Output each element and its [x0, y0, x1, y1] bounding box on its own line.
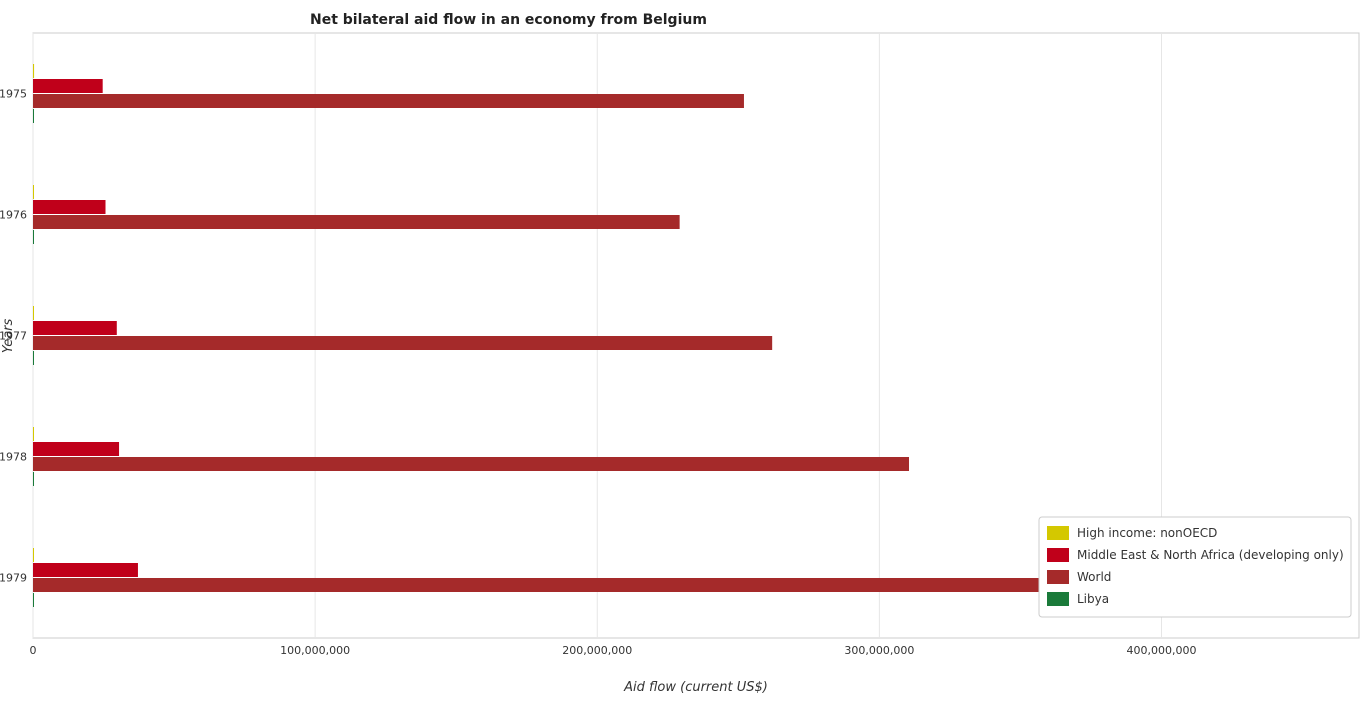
bar-middle-east-north-africa-developing-only-1975: [33, 79, 103, 93]
bar-high-income-nonoecd-1977: [33, 306, 34, 320]
x-tick-label: 100,000,000: [280, 644, 350, 657]
y-tick-label: 1977: [0, 330, 27, 343]
legend-box: [1038, 516, 1352, 618]
bar-high-income-nonoecd-1978: [33, 427, 34, 441]
legend-swatch: [1047, 592, 1069, 606]
bar-middle-east-north-africa-developing-only-1979: [33, 563, 138, 577]
bar-high-income-nonoecd-1975: [33, 64, 35, 78]
x-tick-label: 200,000,000: [562, 644, 632, 657]
bar-series: [33, 64, 1288, 607]
bar-world-1979: [33, 578, 1288, 592]
y-axis-label: Years: [1, 318, 16, 353]
x-tick-label: 0: [30, 644, 37, 657]
bar-world-1975: [33, 94, 744, 108]
legend-swatch: [1047, 570, 1069, 584]
bar-middle-east-north-africa-developing-only-1976: [33, 200, 106, 214]
bar-middle-east-north-africa-developing-only-1977: [33, 321, 117, 335]
legend: High income: nonOECD Middle East & North …: [1038, 516, 1352, 618]
bar-libya-1975: [33, 109, 34, 123]
legend-label: Libya: [1077, 592, 1109, 606]
bar-world-1977: [33, 336, 773, 350]
bar-libya-1977: [33, 351, 34, 365]
chart-title: Net bilateral aid flow in an economy fro…: [310, 12, 707, 28]
y-tick-label: 1978: [0, 451, 27, 464]
bar-middle-east-north-africa-developing-only-1978: [33, 442, 120, 456]
x-tick-labels: 0 100,000,000 200,000,000 300,000,000 400,00…: [30, 644, 1197, 657]
x-tick-label: 400,000,000: [1127, 644, 1197, 657]
bar-world-1976: [33, 215, 680, 229]
y-tick-label: 1975: [0, 88, 27, 101]
legend-swatch: [1047, 526, 1069, 540]
y-tick-label: 1976: [0, 209, 27, 222]
bar-high-income-nonoecd-1979: [33, 548, 34, 562]
y-tick-label: 1979: [0, 572, 27, 585]
bar-libya-1976: [33, 230, 34, 244]
bar-high-income-nonoecd-1976: [33, 185, 34, 199]
bar-world-1978: [33, 457, 910, 471]
x-tick-label: 300,000,000: [844, 644, 914, 657]
legend-label: Middle East & North Africa (developing o…: [1077, 548, 1344, 562]
legend-swatch: [1047, 548, 1069, 562]
legend-label: World: [1077, 570, 1111, 584]
bar-libya-1979: [33, 593, 34, 607]
legend-label: High income: nonOECD: [1077, 526, 1217, 540]
bar-libya-1978: [33, 472, 34, 486]
x-axis-label: Aid flow (current US$): [623, 680, 768, 695]
y-tick-labels: 1975 1976 1977 1978 1979: [0, 88, 27, 585]
